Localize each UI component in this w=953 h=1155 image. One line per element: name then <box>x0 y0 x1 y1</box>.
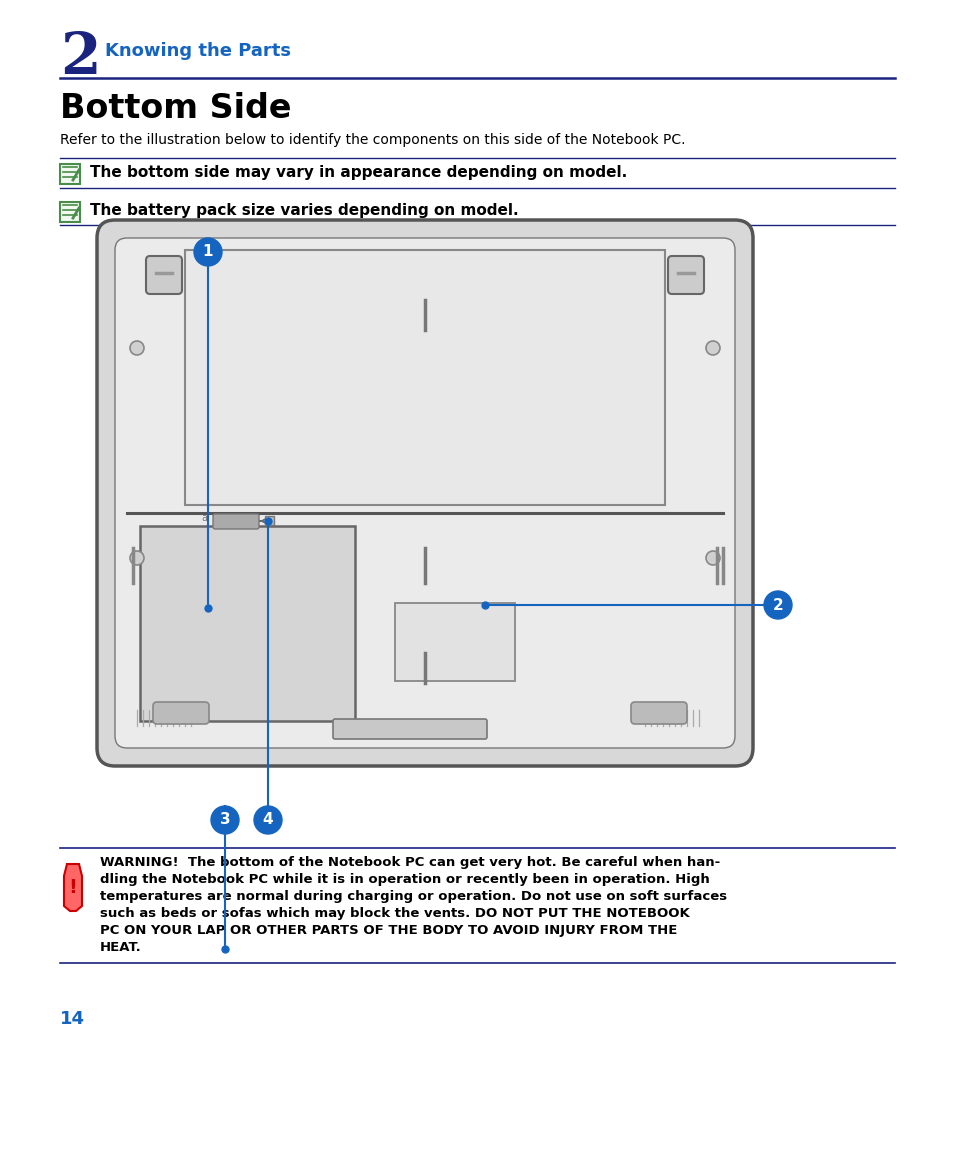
FancyBboxPatch shape <box>265 516 274 526</box>
Circle shape <box>193 238 222 266</box>
Text: 2: 2 <box>772 597 782 612</box>
Text: Knowing the Parts: Knowing the Parts <box>105 42 291 60</box>
FancyBboxPatch shape <box>60 202 80 222</box>
FancyBboxPatch shape <box>185 249 664 505</box>
Text: a: a <box>201 513 207 523</box>
FancyBboxPatch shape <box>667 256 703 295</box>
Text: 3: 3 <box>219 812 230 827</box>
FancyBboxPatch shape <box>97 219 752 766</box>
Circle shape <box>253 806 282 834</box>
Text: 2: 2 <box>60 30 100 85</box>
Text: The battery pack size varies depending on model.: The battery pack size varies depending o… <box>90 203 518 218</box>
Text: The bottom side may vary in appearance depending on model.: The bottom side may vary in appearance d… <box>90 165 626 180</box>
Text: 1: 1 <box>203 245 213 260</box>
Text: 4: 4 <box>262 812 273 827</box>
FancyBboxPatch shape <box>213 514 258 529</box>
Text: WARNING!  The bottom of the Notebook PC can get very hot. Be careful when han-
d: WARNING! The bottom of the Notebook PC c… <box>100 856 726 954</box>
FancyBboxPatch shape <box>152 702 209 724</box>
FancyBboxPatch shape <box>333 720 486 739</box>
Text: 14: 14 <box>60 1009 85 1028</box>
Circle shape <box>130 551 144 565</box>
FancyBboxPatch shape <box>630 702 686 724</box>
Text: Bottom Side: Bottom Side <box>60 92 292 125</box>
Text: Refer to the illustration below to identify the components on this side of the N: Refer to the illustration below to ident… <box>60 133 685 147</box>
FancyBboxPatch shape <box>395 603 515 681</box>
FancyBboxPatch shape <box>60 164 80 184</box>
FancyBboxPatch shape <box>140 526 355 721</box>
Circle shape <box>705 341 720 355</box>
Circle shape <box>211 806 239 834</box>
FancyBboxPatch shape <box>146 256 182 295</box>
Circle shape <box>130 341 144 355</box>
FancyBboxPatch shape <box>115 238 734 748</box>
Polygon shape <box>64 864 82 911</box>
Circle shape <box>705 551 720 565</box>
Text: !: ! <box>69 878 77 897</box>
Circle shape <box>763 591 791 619</box>
